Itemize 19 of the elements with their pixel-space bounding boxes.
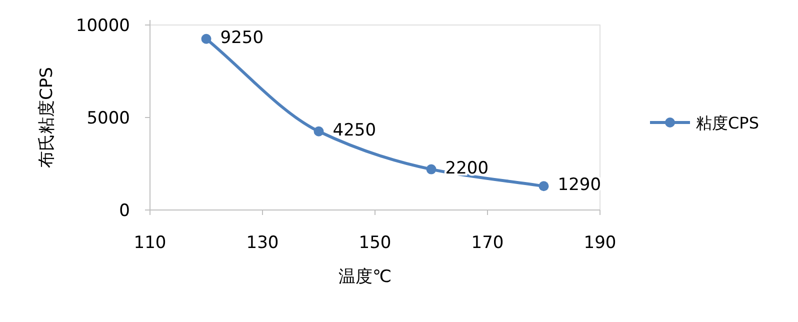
point <box>426 164 436 174</box>
x-tick-label: 170 <box>471 233 504 253</box>
y-axis-title: 布氏粘度CPS <box>37 67 57 168</box>
x-tick-label: 130 <box>246 233 279 253</box>
y-tick-label: 0 <box>119 201 130 221</box>
data-label: 2200 <box>445 158 489 178</box>
x-axis-title: 温度℃ <box>338 267 392 287</box>
point <box>201 34 212 44</box>
data-label: 4250 <box>332 120 376 140</box>
point <box>538 181 549 192</box>
data-label: 1290 <box>558 175 602 196</box>
point <box>314 126 324 136</box>
data-label: 9250 <box>220 28 264 48</box>
x-tick-label: 150 <box>358 233 392 253</box>
x-tick-label: 110 <box>134 233 166 253</box>
y-tick-label: 10000 <box>76 16 130 36</box>
x-tick-label: 190 <box>584 233 616 253</box>
legend-label: 粘度CPS <box>696 114 759 132</box>
y-tick-label: 5000 <box>86 108 130 128</box>
